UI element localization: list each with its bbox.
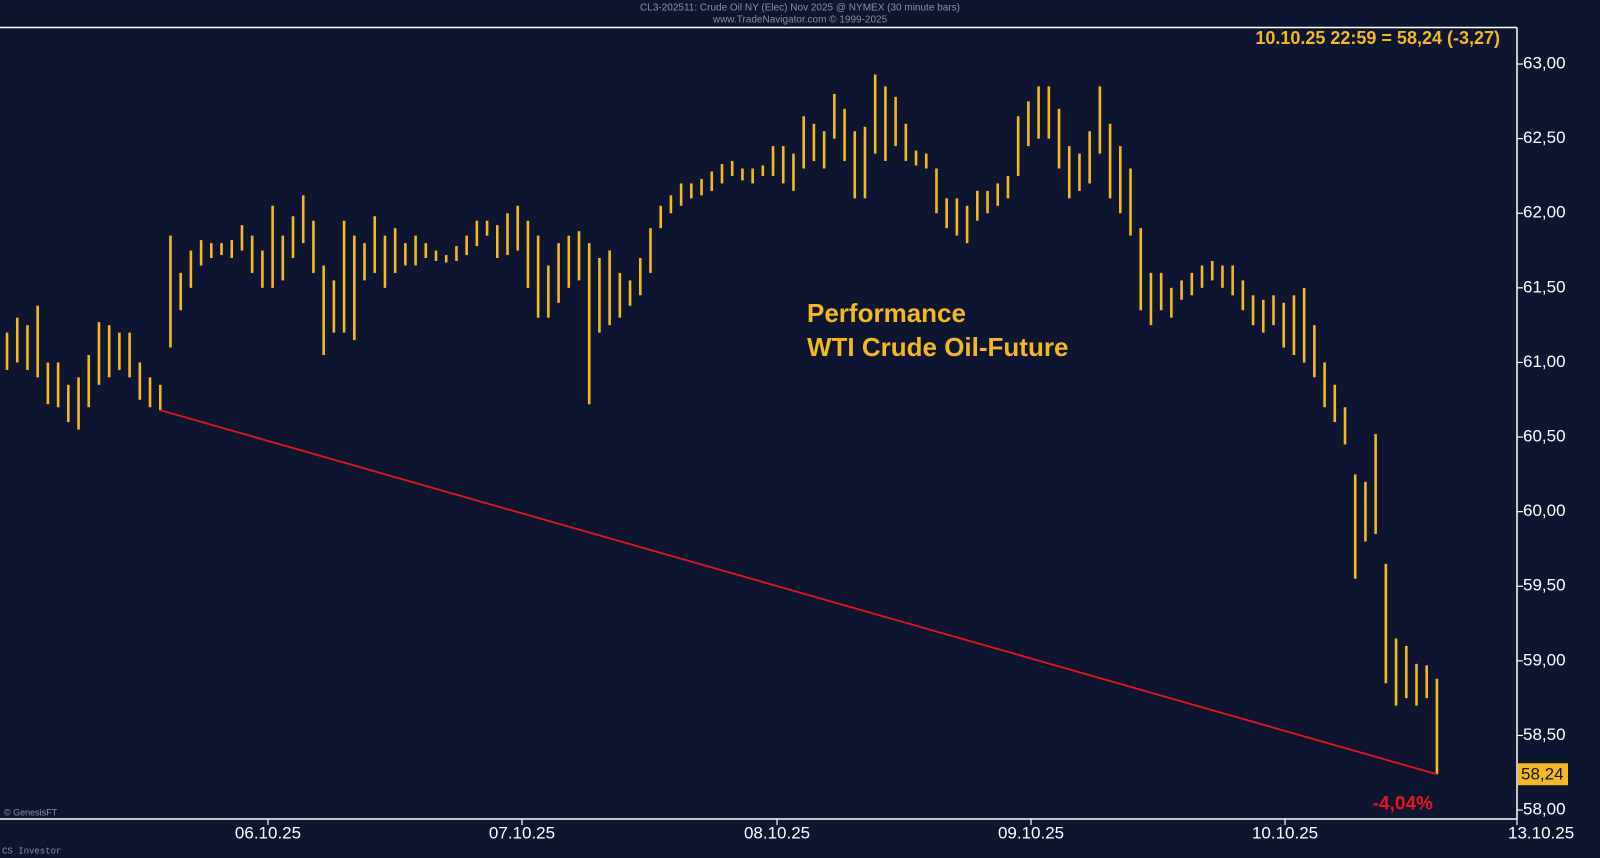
chart-subtitle: www.TradeNavigator.com © 1999-2025 xyxy=(712,15,888,26)
y-tick-label: 61,00 xyxy=(1523,352,1566,371)
x-tick-label: 09.10.25 xyxy=(998,823,1064,842)
y-tick-label: 63,00 xyxy=(1523,54,1566,73)
y-tick-label: 62,50 xyxy=(1523,128,1566,147)
annotation: Performance xyxy=(807,298,966,328)
last-price-label: 58,24 xyxy=(1521,765,1564,784)
x-tick-label: 10.10.25 xyxy=(1252,823,1318,842)
trend-label: -4,04% xyxy=(1373,793,1433,814)
y-tick-label: 58,50 xyxy=(1523,725,1566,744)
y-tick-label: 59,50 xyxy=(1523,576,1566,595)
last-price-box xyxy=(1518,763,1568,786)
trend-line xyxy=(160,409,1438,776)
y-tick-label: 60,50 xyxy=(1523,427,1566,446)
y-tick-label: 62,00 xyxy=(1523,203,1566,222)
x-tick-label: 13.10.25 xyxy=(1508,823,1574,842)
annotation: WTI Crude Oil-Future xyxy=(807,332,1068,362)
y-tick-label: 61,50 xyxy=(1523,277,1566,296)
y-tick-label: 58,00 xyxy=(1523,800,1566,819)
x-tick-label: 07.10.25 xyxy=(489,823,555,842)
credit: CS Investor xyxy=(2,846,61,856)
chart-title: CL3-202511: Crude Oil NY (Elec) Nov 2025… xyxy=(640,3,960,14)
info-label: 10.10.25 22:59 = 58,24 (-3,27) xyxy=(1255,28,1500,48)
y-tick-label: 59,00 xyxy=(1523,650,1566,669)
x-tick-label: 08.10.25 xyxy=(744,823,810,842)
credit: © GenesisFT xyxy=(4,807,58,817)
y-tick-label: 60,00 xyxy=(1523,501,1566,520)
x-tick-label: 06.10.25 xyxy=(235,823,301,842)
